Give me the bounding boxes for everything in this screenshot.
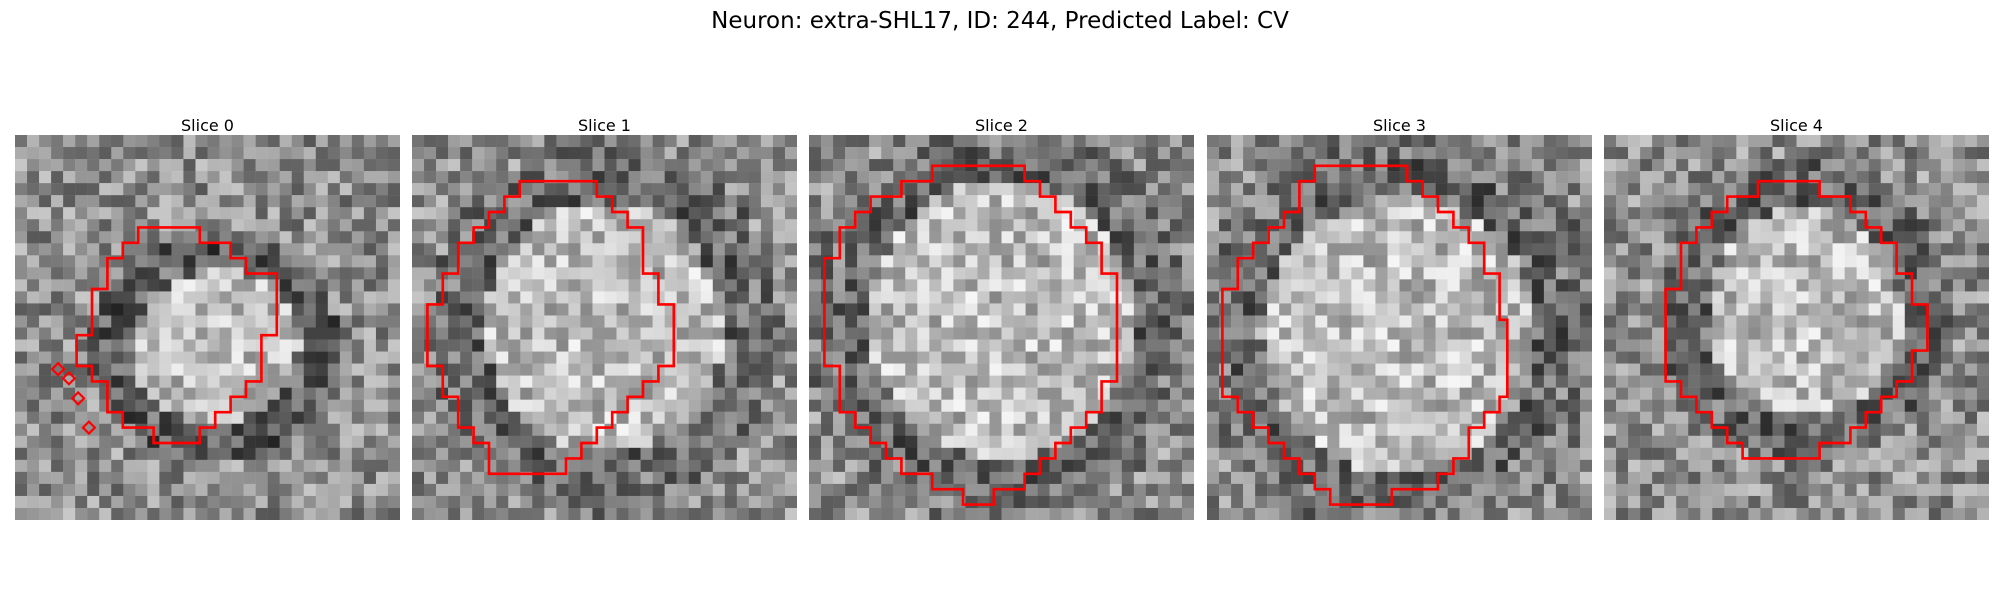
neuron-outline xyxy=(1664,179,1929,460)
panel-title: Slice 4 xyxy=(1770,116,1823,135)
figure-title: Neuron: extra-SHL17, ID: 244, Predicted … xyxy=(711,8,1289,34)
neuron-outline xyxy=(823,164,1119,506)
panel-title: Slice 1 xyxy=(578,116,631,135)
panel-slice-2: Slice 2 xyxy=(809,116,1194,520)
slice-image xyxy=(15,135,400,520)
neuron-outline xyxy=(426,179,676,476)
neuron-outline xyxy=(75,226,279,445)
neuron-outline xyxy=(1221,164,1509,506)
panel-title: Slice 0 xyxy=(181,116,234,135)
panel-slice-1: Slice 1 xyxy=(412,116,797,520)
panel-slice-3: Slice 3 xyxy=(1207,116,1592,520)
outline-marker xyxy=(50,361,66,377)
slice-image xyxy=(1207,135,1592,520)
outline-marker xyxy=(61,370,77,386)
panel-slice-0: Slice 0 xyxy=(15,116,400,520)
outline-marker xyxy=(81,420,97,436)
outline-marker xyxy=(70,390,86,406)
slice-image xyxy=(809,135,1194,520)
panel-title: Slice 2 xyxy=(975,116,1028,135)
panel-title: Slice 3 xyxy=(1373,116,1426,135)
slice-image xyxy=(412,135,797,520)
slice-image xyxy=(1604,135,1989,520)
panel-slice-4: Slice 4 xyxy=(1604,116,1989,520)
